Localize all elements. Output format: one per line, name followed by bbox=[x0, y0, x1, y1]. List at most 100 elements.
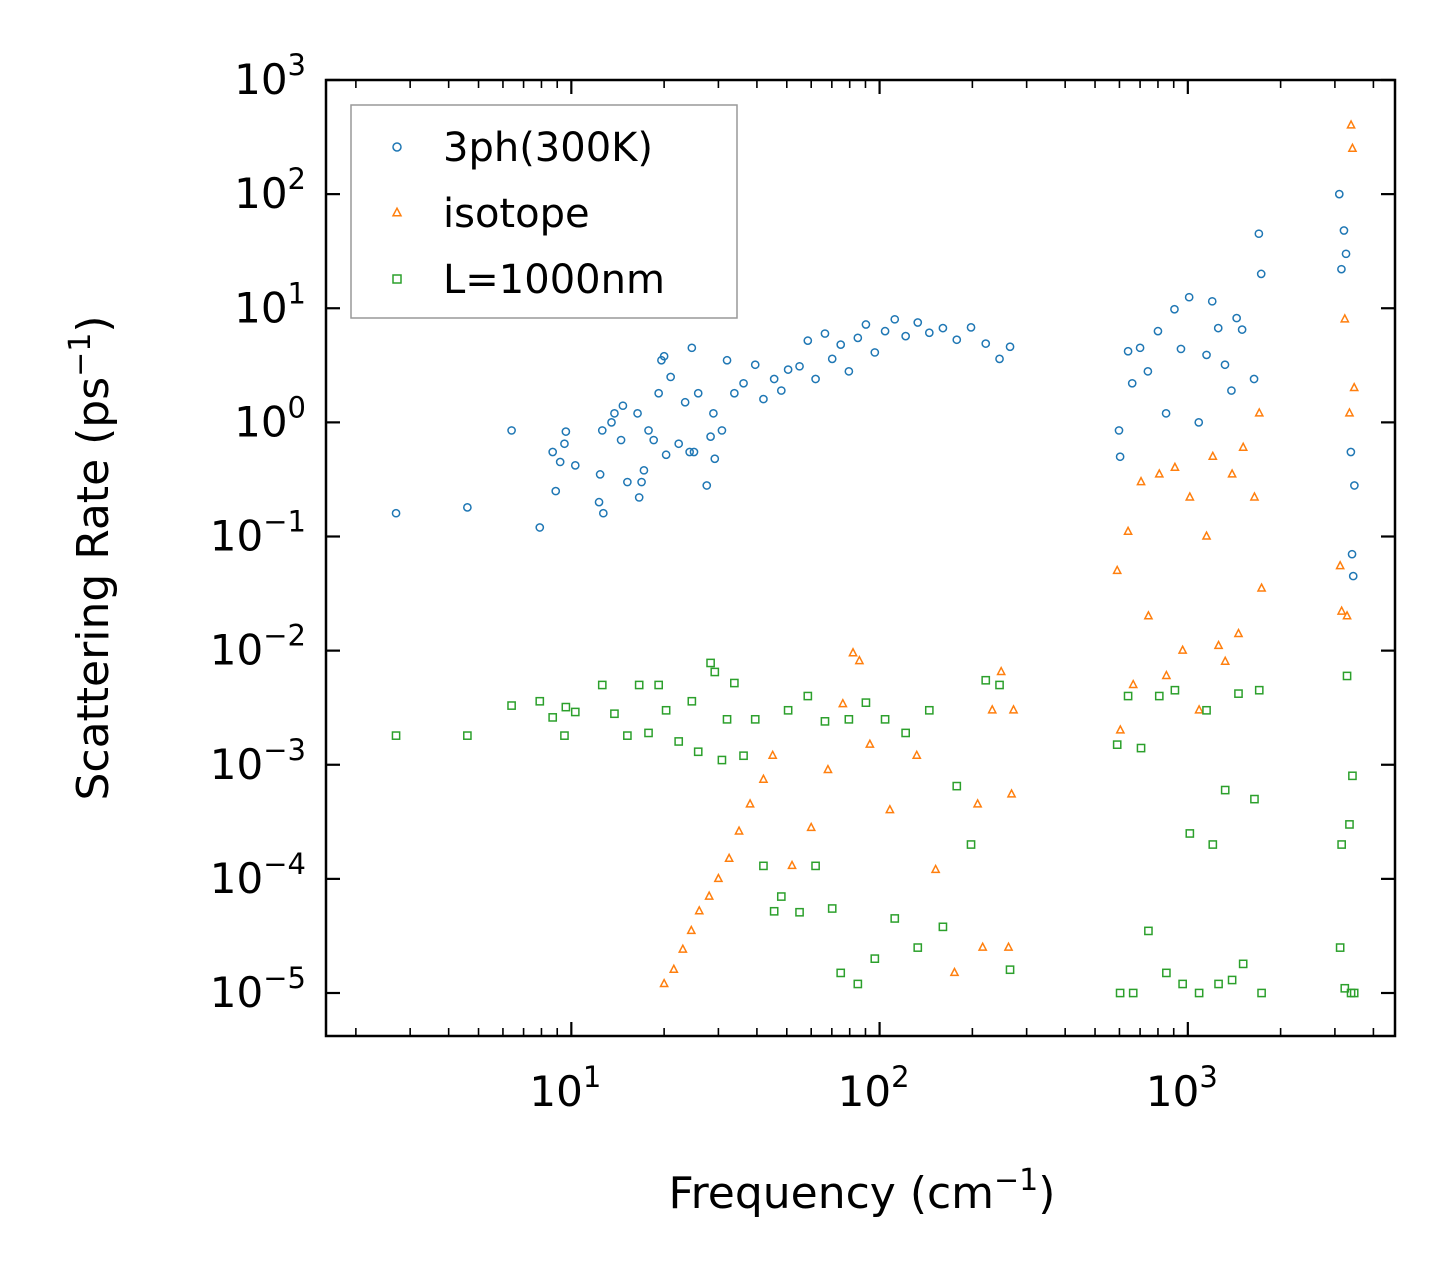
data-point bbox=[560, 731, 569, 740]
series-3ph-300k bbox=[391, 189, 1359, 581]
y-tick-base: 10 bbox=[210, 968, 263, 1017]
data-point bbox=[463, 731, 472, 740]
data-point bbox=[1346, 447, 1356, 457]
y-tick-base: 10 bbox=[210, 740, 263, 789]
data-point bbox=[1177, 644, 1188, 654]
data-point bbox=[1176, 344, 1186, 354]
data-point bbox=[734, 825, 744, 835]
x-tick-label: 101 bbox=[529, 1060, 601, 1116]
data-point bbox=[1256, 269, 1266, 279]
data-point bbox=[1254, 229, 1264, 239]
data-point bbox=[709, 408, 718, 418]
data-point bbox=[610, 408, 619, 418]
data-point bbox=[1344, 407, 1355, 417]
legend-frame bbox=[350, 104, 738, 319]
data-point bbox=[1249, 491, 1260, 501]
data-point bbox=[1340, 983, 1350, 993]
x-tick-base: 10 bbox=[838, 1067, 891, 1116]
data-point bbox=[890, 914, 900, 923]
data-point bbox=[1234, 689, 1243, 698]
data-point bbox=[704, 890, 715, 900]
data-point bbox=[759, 394, 768, 404]
data-point bbox=[666, 372, 676, 382]
data-point bbox=[1136, 743, 1146, 753]
axes: 101 102 10310−510−410−310−210−110010110210… bbox=[210, 48, 1397, 1116]
data-point bbox=[1347, 142, 1358, 152]
data-point bbox=[1233, 627, 1244, 638]
data-point bbox=[710, 454, 720, 464]
data-point bbox=[623, 477, 632, 487]
data-point bbox=[555, 457, 565, 467]
data-point bbox=[713, 872, 724, 883]
x-tick-base: 10 bbox=[529, 1067, 582, 1116]
y-tick-exponent: −5 bbox=[263, 961, 306, 995]
data-point bbox=[689, 447, 699, 457]
x-tick-base: 10 bbox=[1146, 1067, 1199, 1116]
data-point bbox=[913, 318, 923, 327]
data-point bbox=[1214, 979, 1223, 989]
data-point bbox=[952, 335, 962, 345]
data-point bbox=[661, 705, 671, 715]
data-point bbox=[853, 979, 863, 989]
y-tick-exponent: 1 bbox=[288, 276, 306, 310]
data-point bbox=[1123, 525, 1133, 536]
data-point bbox=[1337, 264, 1346, 274]
data-point bbox=[1127, 378, 1137, 388]
x-tick-exponent: 2 bbox=[891, 1060, 909, 1094]
legend-marker bbox=[391, 206, 403, 217]
data-point bbox=[548, 447, 558, 457]
data-point bbox=[838, 698, 848, 708]
data-point bbox=[1207, 296, 1217, 306]
data-point bbox=[795, 361, 804, 371]
data-point bbox=[803, 336, 813, 346]
data-point bbox=[668, 963, 679, 973]
data-point bbox=[750, 714, 760, 724]
data-point bbox=[769, 374, 779, 384]
data-point bbox=[901, 331, 910, 341]
data-point bbox=[1254, 685, 1264, 695]
legend-label: isotope bbox=[443, 191, 590, 237]
data-point bbox=[639, 465, 649, 475]
data-point bbox=[1115, 988, 1125, 998]
data-point bbox=[1347, 549, 1357, 559]
y-tick-exponent: −3 bbox=[263, 733, 306, 767]
data-point bbox=[1238, 441, 1249, 451]
data-point bbox=[693, 388, 703, 398]
y-tick-base: 10 bbox=[210, 854, 263, 903]
data-point bbox=[924, 705, 934, 715]
data-point bbox=[1128, 678, 1139, 689]
data-point bbox=[1201, 530, 1212, 540]
data-point bbox=[507, 426, 516, 435]
data-point bbox=[836, 968, 846, 978]
legend-marker bbox=[392, 142, 402, 152]
data-point bbox=[1238, 959, 1248, 969]
data-point bbox=[924, 328, 934, 338]
data-point bbox=[1220, 655, 1231, 665]
y-tick-exponent: −4 bbox=[263, 847, 306, 881]
data-point bbox=[890, 314, 900, 324]
x-axis-label-exponent: −1 bbox=[994, 1163, 1038, 1198]
data-point bbox=[806, 821, 817, 832]
data-point bbox=[995, 354, 1004, 364]
y-tick-base: 10 bbox=[210, 512, 263, 561]
data-point bbox=[795, 907, 804, 917]
legend-entry: isotope bbox=[391, 191, 590, 237]
data-point bbox=[1257, 988, 1266, 998]
data-point bbox=[1342, 610, 1352, 620]
legend: 3ph(300K) isotope L=1000nm bbox=[350, 104, 738, 319]
data-point bbox=[870, 954, 880, 963]
data-point bbox=[820, 329, 830, 338]
data-point bbox=[870, 348, 880, 357]
data-point bbox=[1178, 979, 1187, 989]
data-point bbox=[710, 667, 720, 677]
data-point bbox=[1184, 292, 1194, 302]
plot-area bbox=[391, 119, 1360, 998]
data-point bbox=[551, 486, 561, 496]
data-point bbox=[702, 481, 712, 490]
data-point bbox=[1213, 323, 1223, 333]
data-point bbox=[1349, 381, 1360, 392]
data-point bbox=[1345, 820, 1354, 829]
data-point bbox=[463, 503, 472, 512]
data-point bbox=[706, 658, 715, 668]
y-axis-label-main: Scattering Rate (ps bbox=[68, 377, 119, 801]
